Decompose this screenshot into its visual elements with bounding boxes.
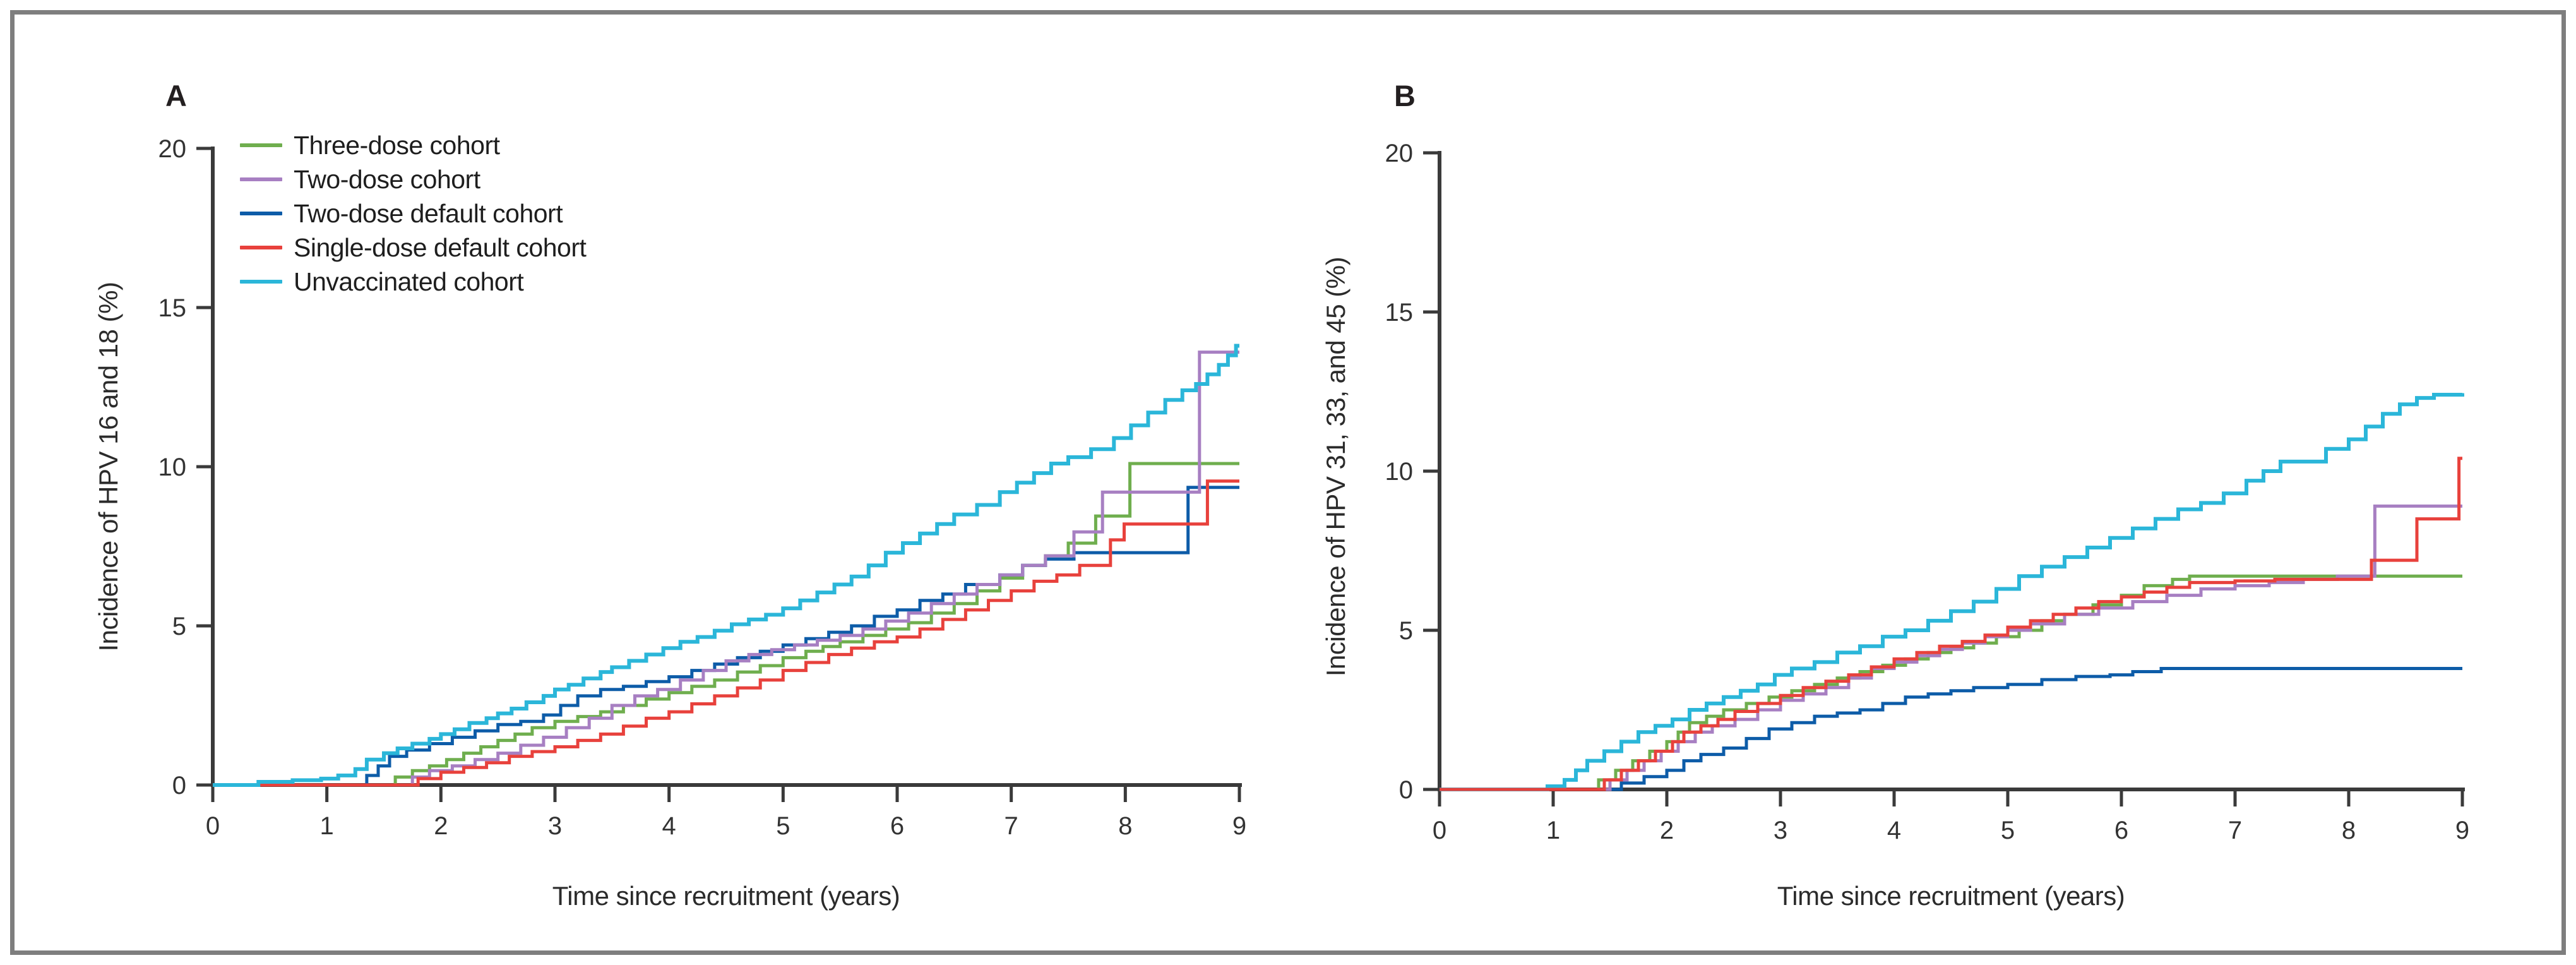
legend-item-two-dose-default: Two-dose default cohort <box>240 196 586 231</box>
unvaccinated-line-swatch <box>240 280 282 284</box>
y-tick-label: 10 <box>1385 458 1414 486</box>
legend-item-label: Two-dose cohort <box>294 164 480 194</box>
series-unvaccinated-cohort-line <box>1440 393 2464 791</box>
two-dose-default-line-swatch <box>240 212 282 215</box>
x-tick-label: 7 <box>2228 817 2242 844</box>
x-tick-label: 8 <box>2342 817 2356 844</box>
x-tick-label: 1 <box>320 812 334 840</box>
legend-item-three-dose: Three-dose cohort <box>240 128 586 162</box>
x-tick-label: 3 <box>1774 817 1787 844</box>
series-two-dose-default-cohort-line <box>213 486 1239 787</box>
x-tick-label: 3 <box>548 812 562 840</box>
panel-a-label: A <box>165 79 187 112</box>
series-single-dose-default-cohort-line <box>1440 457 2462 791</box>
y-tick-label: 0 <box>1399 776 1413 804</box>
legend-item-two-dose: Two-dose cohort <box>240 162 586 196</box>
x-tick-label: 2 <box>1660 817 1674 844</box>
legend-item-label: Single-dose default cohort <box>294 232 587 262</box>
y-tick-label: 15 <box>158 294 187 322</box>
x-tick-label: 9 <box>2455 817 2469 844</box>
single-dose-default-line-swatch <box>240 246 282 249</box>
x-tick-label: 2 <box>434 812 448 840</box>
panel-a-y-axis-title: Incidence of HPV 16 and 18 (%) <box>93 282 123 652</box>
series-unvaccinated-cohort-line <box>213 344 1239 787</box>
y-tick-label: 10 <box>158 453 187 481</box>
x-tick-label: 0 <box>1433 817 1446 844</box>
y-tick-label: 5 <box>172 613 186 640</box>
legend-item-label: Three-dose cohort <box>294 130 500 160</box>
panel-a-x-axis-title: Time since recruitment (years) <box>552 881 900 911</box>
series-two-dose-cohort-line <box>1440 504 2462 791</box>
legend: Three-dose cohort Two-dose cohort Two-do… <box>240 128 587 299</box>
x-tick-label: 6 <box>2114 817 2128 844</box>
series-single-dose-default-cohort-line <box>213 479 1239 787</box>
three-dose-line-swatch <box>240 143 282 147</box>
legend-item-single-dose-default: Single-dose default cohort <box>240 231 587 265</box>
x-tick-label: 4 <box>662 812 676 840</box>
x-tick-label: 0 <box>206 812 220 840</box>
x-tick-label: 7 <box>1005 812 1018 840</box>
x-tick-label: 5 <box>776 812 790 840</box>
legend-item-label: Unvaccinated cohort <box>294 267 524 296</box>
x-tick-label: 1 <box>1546 817 1560 844</box>
panel-b-y-axis-title: Incidence of HPV 31, 33, and 45 (%) <box>1321 256 1351 677</box>
x-tick-label: 9 <box>1232 812 1246 840</box>
figure-border-frame <box>10 10 2566 955</box>
legend-item-unvaccinated: Unvaccinated cohort <box>240 265 586 299</box>
series-three-dose-cohort-line <box>213 462 1239 787</box>
two-dose-line-swatch <box>240 177 282 181</box>
y-tick-label: 5 <box>1399 617 1413 645</box>
y-tick-label: 20 <box>158 135 187 163</box>
panel-b-label: B <box>1394 79 1416 112</box>
x-tick-label: 6 <box>890 812 904 840</box>
legend-item-label: Two-dose default cohort <box>294 198 563 228</box>
y-tick-label: 0 <box>172 772 186 800</box>
x-tick-label: 5 <box>2001 817 2015 844</box>
series-two-dose-cohort-line <box>213 351 1239 787</box>
y-tick-label: 20 <box>1385 140 1414 167</box>
series-two-dose-default-cohort-line <box>1440 667 2462 791</box>
panel-b-x-axis-title: Time since recruitment (years) <box>1777 881 2125 911</box>
series-three-dose-cohort-line <box>1440 574 2462 791</box>
x-tick-label: 4 <box>1887 817 1901 844</box>
y-tick-label: 15 <box>1385 299 1414 327</box>
x-tick-label: 8 <box>1118 812 1132 840</box>
